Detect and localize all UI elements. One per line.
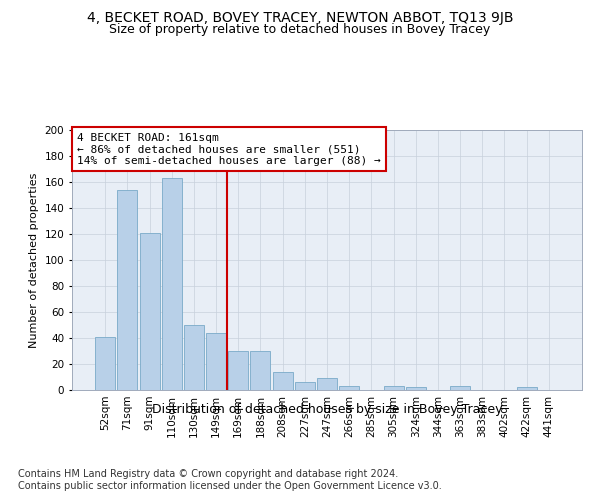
Text: 4 BECKET ROAD: 161sqm
← 86% of detached houses are smaller (551)
14% of semi-det: 4 BECKET ROAD: 161sqm ← 86% of detached …: [77, 132, 381, 166]
Bar: [406, 388, 426, 390]
Bar: [450, 386, 470, 390]
Text: Size of property relative to detached houses in Bovey Tracey: Size of property relative to detached ho…: [109, 22, 491, 36]
Bar: [118, 190, 137, 390]
Bar: [383, 386, 404, 390]
Text: Distribution of detached houses by size in Bovey Tracey: Distribution of detached houses by size …: [152, 402, 502, 415]
Bar: [162, 178, 182, 390]
Text: Contains HM Land Registry data © Crown copyright and database right 2024.: Contains HM Land Registry data © Crown c…: [18, 469, 398, 479]
Bar: [206, 333, 226, 390]
Bar: [228, 351, 248, 390]
Bar: [339, 386, 359, 390]
Text: 4, BECKET ROAD, BOVEY TRACEY, NEWTON ABBOT, TQ13 9JB: 4, BECKET ROAD, BOVEY TRACEY, NEWTON ABB…: [87, 11, 513, 25]
Bar: [184, 325, 204, 390]
Y-axis label: Number of detached properties: Number of detached properties: [29, 172, 39, 348]
Bar: [250, 351, 271, 390]
Bar: [272, 372, 293, 390]
Text: Contains public sector information licensed under the Open Government Licence v3: Contains public sector information licen…: [18, 481, 442, 491]
Bar: [317, 378, 337, 390]
Bar: [517, 388, 536, 390]
Bar: [95, 336, 115, 390]
Bar: [295, 382, 315, 390]
Bar: [140, 232, 160, 390]
